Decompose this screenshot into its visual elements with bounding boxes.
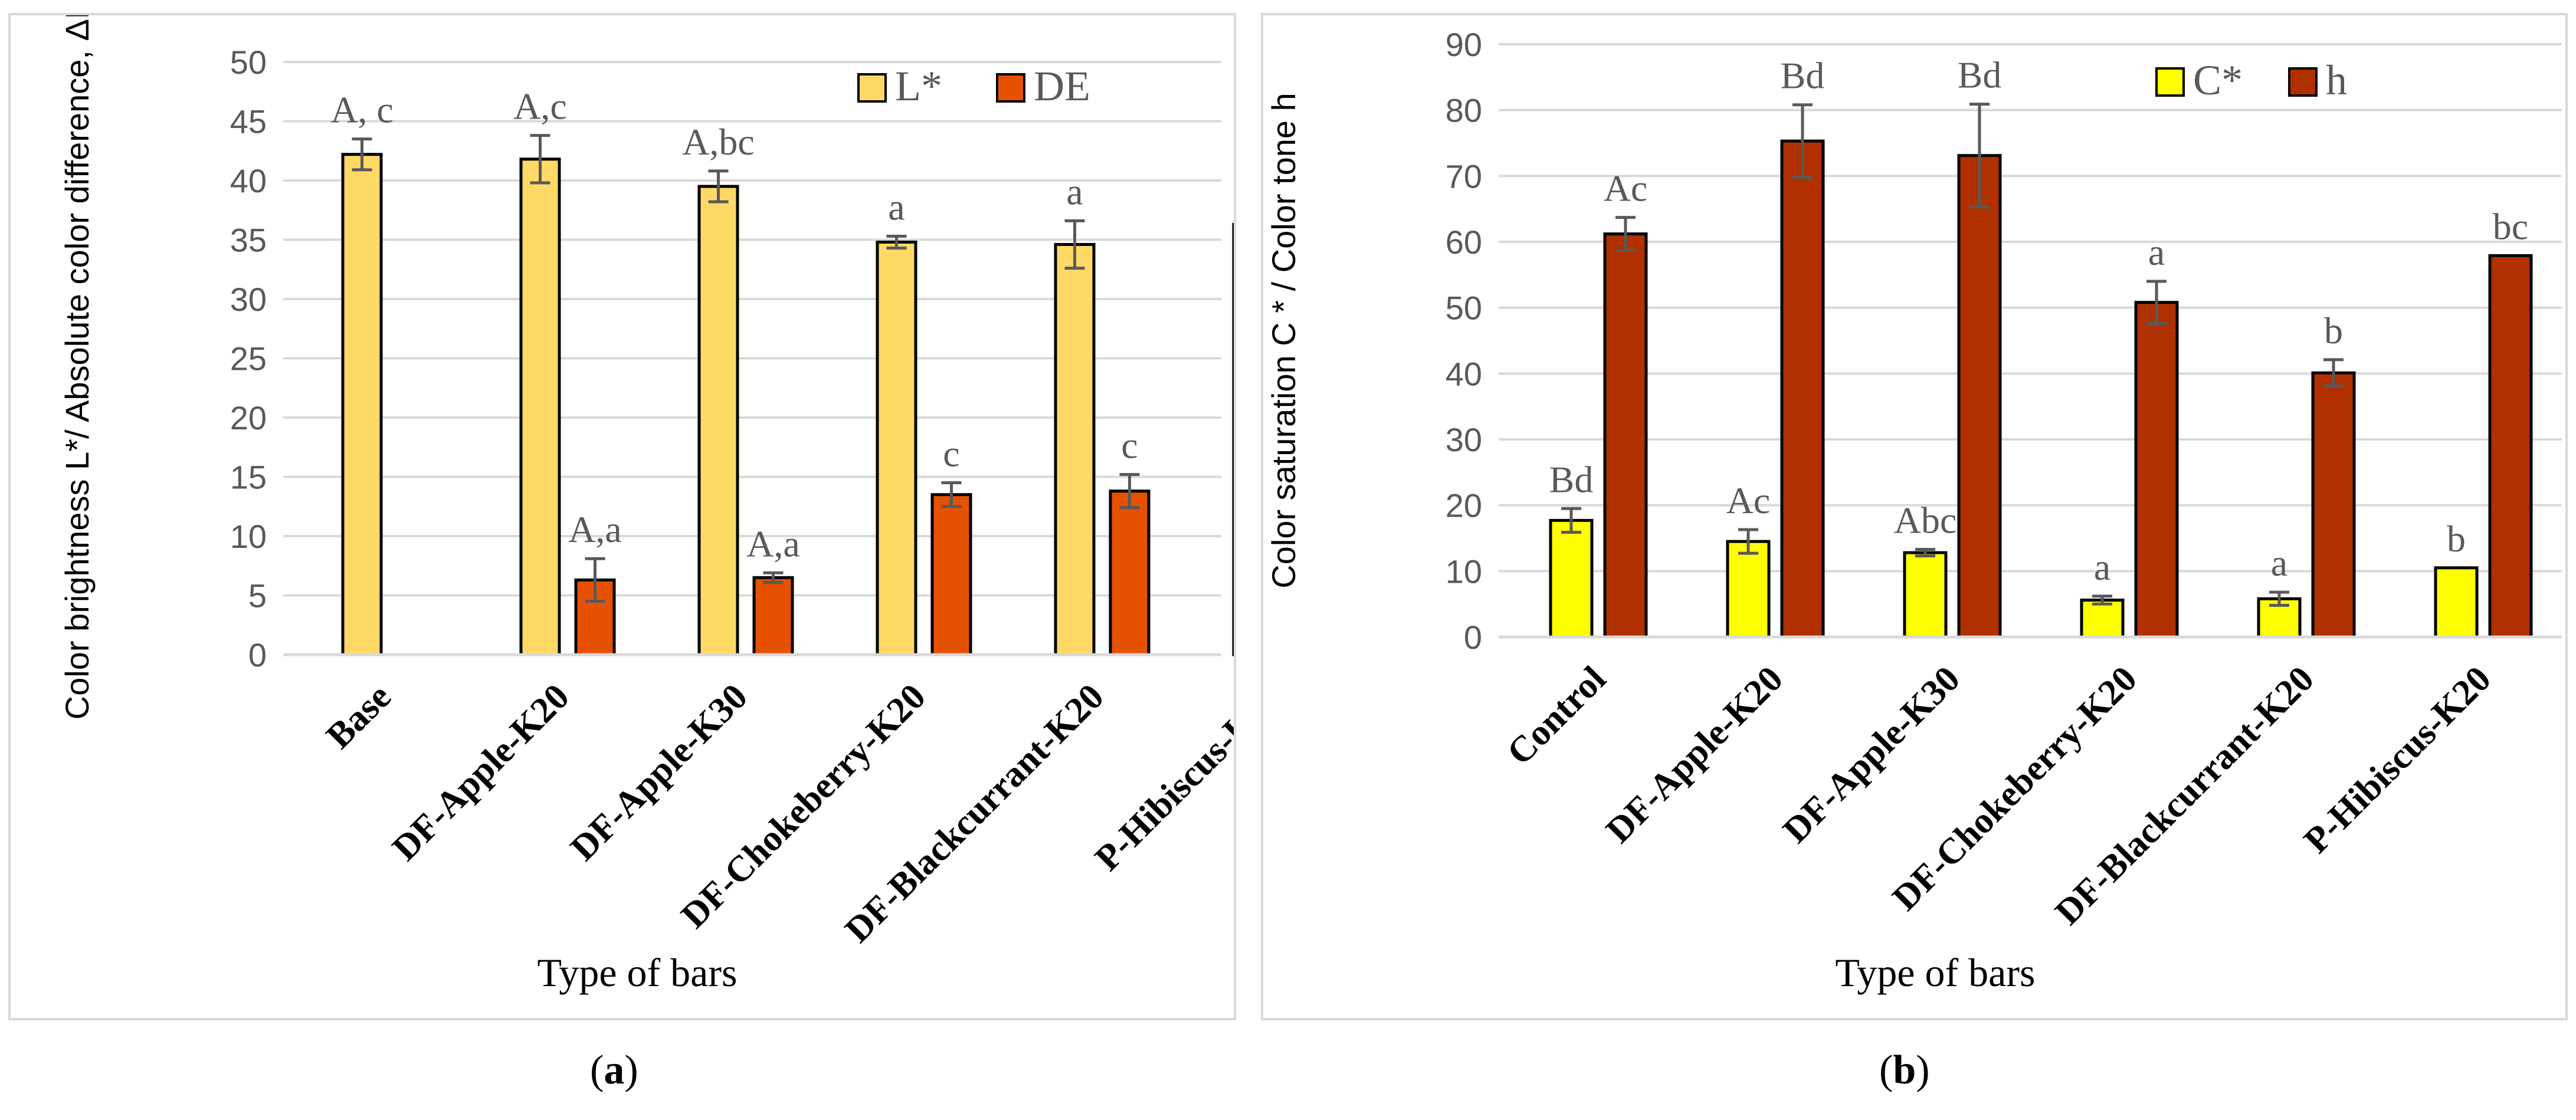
chart-a-data-label: A,a bbox=[746, 523, 800, 564]
chart-b-bar bbox=[2434, 566, 2479, 639]
chart-b-bar bbox=[1903, 551, 1948, 639]
chart-a-legend-swatch bbox=[996, 73, 1025, 103]
caption-b: (b) bbox=[1879, 1047, 1930, 1093]
chart-a-y-tick-label: 15 bbox=[230, 459, 267, 496]
chart-b-y-tick-label: 0 bbox=[1464, 619, 1482, 656]
chart-b-data-label: b bbox=[2447, 518, 2466, 560]
chart-b-legend-swatch bbox=[2155, 67, 2185, 97]
chart-a-y-tick-label: 0 bbox=[248, 636, 267, 674]
chart-b-bar bbox=[1780, 139, 1825, 639]
chart-b-bar bbox=[2488, 254, 2533, 639]
chart-b-y-axis-title: Color saturation C * / Color tone h bbox=[1265, 93, 1302, 588]
chart-b-bar bbox=[1549, 518, 1594, 639]
chart-b-x-tick-label: Control bbox=[1499, 659, 1613, 773]
chart-a-x-axis-title: Type of bars bbox=[538, 950, 738, 995]
chart-a-y-tick-label: 40 bbox=[230, 162, 267, 199]
chart-b-data-label: Bd bbox=[1549, 458, 1594, 500]
chart-b-data-label: Ac bbox=[1604, 167, 1648, 209]
chart-b-data-label: Bd bbox=[1781, 55, 1825, 97]
chart-b-data-label: b bbox=[2324, 310, 2343, 352]
chart-b-data-label: bc bbox=[2493, 205, 2528, 247]
chart-b-bar bbox=[1726, 540, 1771, 639]
chart-b-data-label: a bbox=[2148, 231, 2165, 273]
chart-b-y-tick-label: 60 bbox=[1446, 224, 1482, 261]
chart-b-x-tick-label: P-Hibiscus-K20 bbox=[2296, 659, 2499, 861]
chart-b-data-label: a bbox=[2271, 542, 2287, 584]
chart-a-y-tick-label: 5 bbox=[248, 577, 267, 615]
chart-a-bar bbox=[752, 576, 794, 656]
chart-a-data-label: a bbox=[888, 186, 904, 228]
chart-a-y-tick-label: 35 bbox=[230, 222, 267, 259]
chart-a-y-tick-label: 25 bbox=[230, 340, 267, 377]
chart-b-y-tick-label: 90 bbox=[1446, 26, 1482, 63]
chart-a-bar bbox=[1054, 243, 1096, 656]
chart-b-y-tick-label: 20 bbox=[1446, 487, 1482, 524]
caption-a: (a) bbox=[590, 1047, 638, 1093]
chart-b-y-tick-label: 50 bbox=[1446, 290, 1482, 327]
chart-a-data-label: c bbox=[1121, 424, 1138, 466]
chart-b-data-label: Bd bbox=[1958, 54, 2002, 96]
chart-b-data-label: a bbox=[2094, 546, 2110, 588]
chart-panel-a: 0 5 10 15 20 25 30 35 40 45 50 A, c Base A,c A,a DF-App… bbox=[8, 13, 1236, 1020]
chart-b-bar bbox=[2080, 598, 2125, 639]
chart-a-data-label: A,c bbox=[513, 86, 567, 127]
chart-a-y-axis-title: Color brightness L*/ Absolute color diff… bbox=[58, 15, 96, 720]
chart-b-legend-label: C* bbox=[2193, 57, 2243, 104]
chart-b-y-tick-label: 10 bbox=[1446, 553, 1482, 590]
chart-a-data-label: A, c bbox=[330, 89, 394, 131]
chart-a-data-label: A,a bbox=[568, 508, 622, 550]
bar-chart-b: 0 10 20 30 40 50 60 70 80 90 Bd Ac Control Ac Bd DF-App… bbox=[1265, 26, 2562, 995]
chart-a-bar bbox=[1109, 490, 1151, 656]
chart-a-x-tick-label: Base bbox=[319, 676, 399, 757]
caption-b-letter: b bbox=[1893, 1047, 1916, 1093]
chart-a-y-tick-label: 50 bbox=[230, 44, 267, 81]
chart-b-y-tick-label: 40 bbox=[1446, 355, 1482, 392]
chart-a-x-tick-label: DF-Apple-K30 bbox=[563, 676, 755, 869]
chart-a-data-label: A,bc bbox=[682, 121, 755, 163]
chart-a-bar bbox=[697, 185, 739, 656]
chart-b-y-tick-label: 70 bbox=[1446, 157, 1482, 195]
chart-b-x-tick-label: DF-Apple-K20 bbox=[1598, 659, 1791, 851]
chart-b-legend-swatch bbox=[2288, 67, 2318, 97]
chart-a-y-tick-label: 30 bbox=[230, 281, 267, 318]
bar-chart-a: 0 5 10 15 20 25 30 35 40 45 50 A, c Base A,c A,a DF-App… bbox=[58, 15, 1234, 995]
chart-a-bar bbox=[341, 153, 383, 656]
chart-a-legend-label: L* bbox=[895, 63, 942, 110]
chart-a-x-tick-label: DF-Apple-K20 bbox=[385, 676, 577, 869]
chart-a-y-tick-label: 45 bbox=[230, 103, 267, 140]
chart-panel-b: 0 10 20 30 40 50 60 70 80 90 Bd Ac Control Ac Bd DF-App… bbox=[1261, 13, 2568, 1020]
chart-b-bar bbox=[2311, 371, 2356, 639]
chart-a-legend-swatch bbox=[857, 73, 887, 103]
chart-b-bar bbox=[1603, 232, 1648, 639]
chart-a-y-tick-label: 10 bbox=[230, 518, 267, 555]
chart-b-data-label: Abc bbox=[1894, 499, 1957, 541]
chart-a-bar bbox=[519, 157, 561, 656]
chart-b-bar bbox=[2134, 301, 2179, 639]
chart-a-y-tick-label: 20 bbox=[230, 399, 267, 436]
chart-b-y-tick-label: 30 bbox=[1446, 421, 1482, 458]
chart-a-legend-label: DE bbox=[1034, 63, 1090, 110]
chart-a-data-label: c bbox=[943, 433, 959, 475]
chart-b-data-label: Ac bbox=[1726, 479, 1771, 521]
chart-a-bar bbox=[930, 493, 972, 656]
chart-b-x-axis-title: Type of bars bbox=[1836, 950, 2036, 995]
chart-b-bar bbox=[1957, 154, 2002, 639]
caption-a-letter: a bbox=[604, 1047, 625, 1093]
chart-a-bar bbox=[876, 241, 917, 656]
chart-b-y-tick-label: 80 bbox=[1446, 92, 1482, 129]
chart-a-data-label: a bbox=[1066, 170, 1083, 212]
chart-b-x-tick-label: DF-Apple-K30 bbox=[1775, 659, 1968, 851]
chart-b-legend-label: h bbox=[2326, 57, 2347, 104]
